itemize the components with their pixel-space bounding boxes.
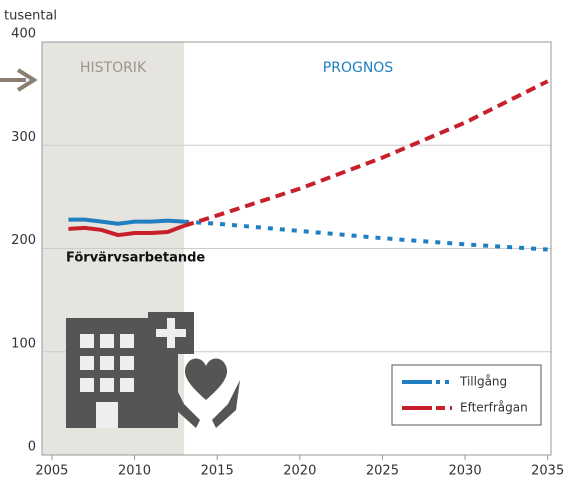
x-tick-label: 2015 [201, 464, 234, 479]
y-axis-label: tusental [4, 9, 57, 24]
arrow-icon [0, 68, 38, 92]
y-tick-label: 400 [11, 27, 36, 42]
y-tick-label: 0 [28, 440, 36, 455]
x-tick-label: 2030 [449, 464, 482, 479]
line-history [68, 223, 185, 238]
x-tick-label: 2025 [366, 464, 399, 479]
x-tick-label: 2005 [35, 464, 68, 479]
legend-label: Tillgång [459, 375, 507, 389]
forecast-label: PROGNOS [323, 60, 394, 76]
legend-box [391, 364, 542, 426]
y-tick-label: 300 [11, 130, 36, 145]
y-tick-label: 100 [11, 336, 36, 351]
history-label: HISTORIK [80, 60, 147, 76]
plot-frame [41, 41, 552, 456]
line-forecast [183, 219, 548, 252]
healthcare-icon [66, 312, 240, 428]
line-history [68, 217, 185, 226]
x-tick-label: 2020 [283, 464, 316, 479]
series-annotation: Förvärvsarbetande [66, 251, 205, 266]
legend-label: Efterfrågan [460, 401, 528, 415]
line-forecast [183, 79, 549, 228]
x-tick-label: 2035 [531, 464, 564, 479]
y-tick-label: 200 [11, 233, 36, 248]
x-tick-label: 2010 [118, 464, 151, 479]
